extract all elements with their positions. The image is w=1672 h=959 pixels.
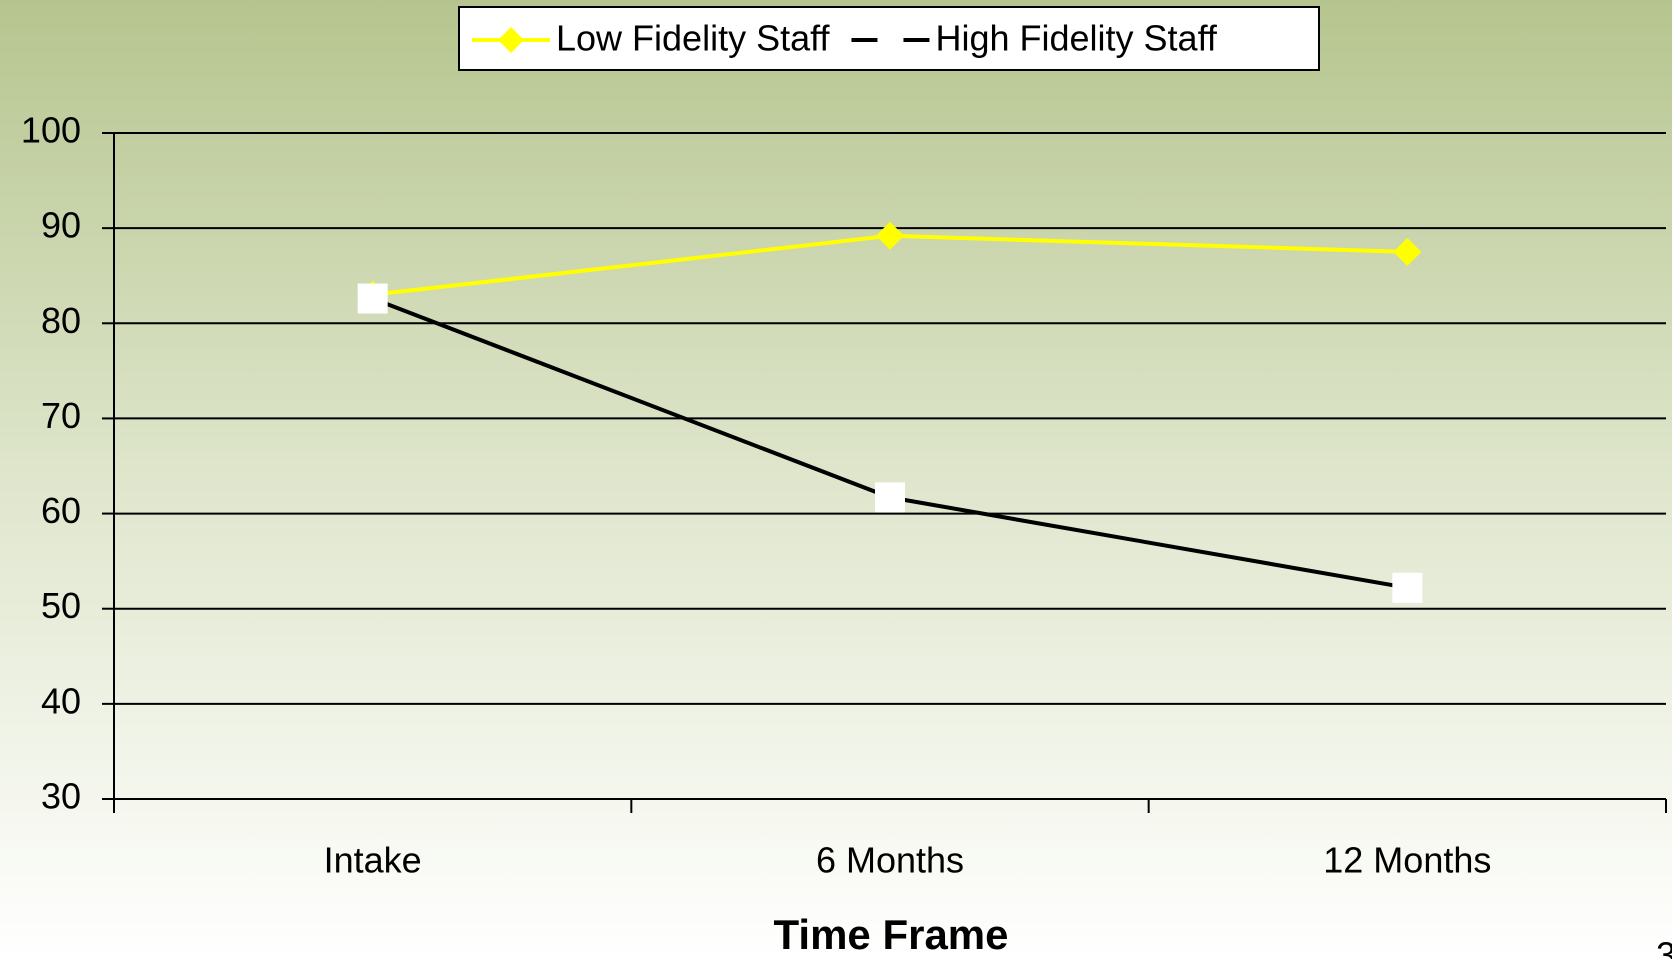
x-axis-label: Time Frame: [774, 911, 1009, 958]
x-tick-label: 6 Months: [816, 840, 964, 881]
x-tick-label: 12 Months: [1323, 840, 1491, 881]
legend-box: [458, 6, 1320, 71]
y-tick-label: 80: [41, 300, 81, 341]
legend-marker: [498, 27, 524, 53]
marker: [876, 221, 904, 250]
y-tick-label: 40: [41, 680, 81, 721]
legend-label: Low Fidelity Staff: [556, 18, 830, 59]
y-tick-label: 50: [41, 585, 81, 626]
marker: [875, 482, 905, 513]
legend-label: High Fidelity Staff: [935, 18, 1217, 59]
y-tick-label: 70: [41, 395, 81, 436]
y-tick-label: 100: [21, 110, 81, 151]
marker: [1393, 237, 1422, 266]
marker: [357, 283, 388, 314]
marker: [1392, 572, 1423, 603]
legend: Low Fidelity Staff High Fidelity Staff: [458, 6, 1320, 71]
x-tick-label: Intake: [324, 840, 422, 881]
slide-number: 3: [1656, 935, 1672, 959]
y-tick-label: 30: [41, 776, 81, 817]
y-tick-label: 90: [41, 205, 81, 246]
y-tick-label: 60: [41, 490, 81, 531]
